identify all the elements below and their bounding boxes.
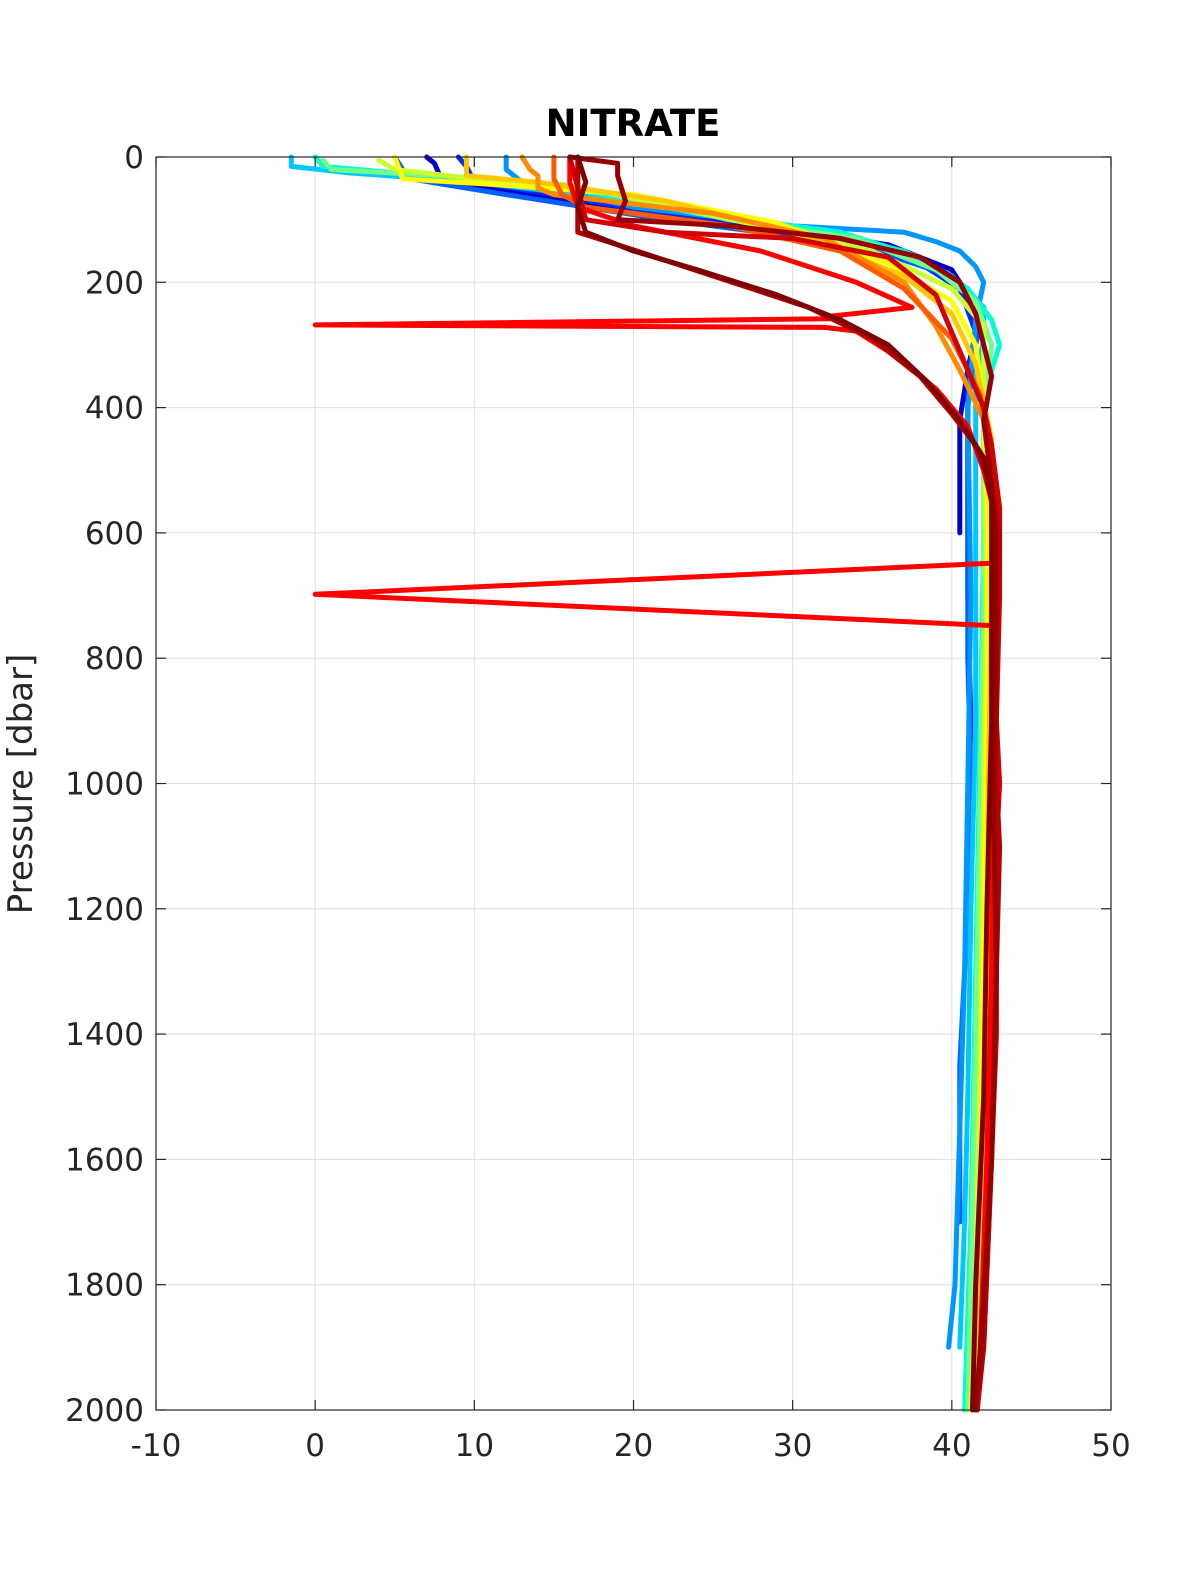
x-tick-label: -10 — [131, 1428, 182, 1464]
x-tick-label: 0 — [305, 1428, 325, 1464]
y-tick-label: 200 — [85, 265, 144, 301]
series-line-3 — [392, 154, 987, 1225]
series-line-16 — [567, 154, 999, 1413]
series-line-4 — [503, 154, 987, 1350]
series-line-17 — [575, 154, 995, 1413]
y-axis-label: Pressure [dbar] — [1, 654, 41, 915]
x-tick-label: 20 — [614, 1428, 653, 1464]
y-tick-label: 800 — [85, 641, 144, 677]
x-tick-labels: -10 0 10 20 30 40 50 — [131, 1428, 1131, 1464]
series-group — [288, 154, 1003, 1413]
y-tick-label: 600 — [85, 516, 144, 552]
x-tick-label: 50 — [1091, 1428, 1130, 1464]
chart-title: NITRATE — [546, 102, 721, 145]
y-tick-label: 1600 — [65, 1142, 144, 1178]
y-tick-label: 1800 — [65, 1268, 144, 1304]
y-tick-label: 1000 — [65, 767, 144, 803]
y-tick-label: 2000 — [65, 1393, 144, 1429]
y-tick-label: 400 — [85, 391, 144, 427]
y-tick-labels: 0 200 400 600 800 1000 1200 1400 1600 1800 2000 — [65, 140, 144, 1429]
series-line-5 — [288, 154, 987, 1350]
tick-marks — [155, 156, 1112, 1411]
y-tick-label: 0 — [124, 140, 144, 176]
y-tick-label: 1400 — [65, 1017, 144, 1053]
series-line-8 — [376, 157, 990, 1413]
y-tick-label: 1200 — [65, 892, 144, 928]
x-tick-label: 10 — [455, 1428, 494, 1464]
x-tick-label: 40 — [932, 1428, 971, 1464]
x-tick-label: 30 — [773, 1428, 812, 1464]
